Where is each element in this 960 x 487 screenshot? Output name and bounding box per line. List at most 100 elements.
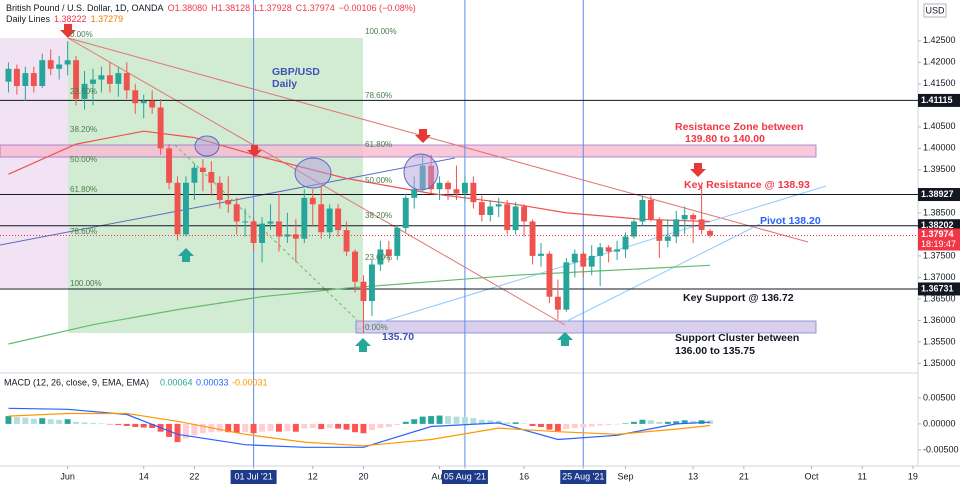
macd-bar — [73, 421, 80, 424]
macd-value: -0.00031 — [232, 377, 268, 387]
candle-body — [394, 227, 401, 256]
candle-body — [30, 73, 37, 87]
x-tick-label: Oct — [804, 471, 819, 481]
macd-bar — [140, 423, 147, 428]
macd-bar — [571, 423, 578, 429]
x-tick-label: 22 — [189, 471, 199, 481]
macd-bar — [445, 416, 451, 424]
macd-bar — [5, 416, 12, 424]
arrow-up — [557, 332, 573, 346]
x-tick-label: 16 — [519, 471, 529, 481]
candle-body — [656, 219, 663, 241]
indicator-value: 1.38222 — [54, 14, 87, 24]
candle-body — [292, 234, 299, 239]
fib-label: 61.80% — [70, 185, 97, 194]
candle-body — [56, 64, 63, 69]
macd-bar — [199, 423, 206, 434]
fib-label: 78.60% — [365, 91, 392, 100]
candle-body — [275, 221, 282, 237]
macd-line — [8, 407, 711, 448]
candle-body — [554, 296, 561, 310]
macd-bar — [538, 423, 544, 428]
candle-body — [157, 107, 164, 149]
candle-body — [208, 172, 215, 183]
y-tick-label: 1.37000 — [923, 272, 956, 282]
x-tick-label: Sep — [618, 471, 634, 481]
moving-average — [8, 130, 711, 223]
macd-bar — [478, 419, 485, 424]
y-tick-label: 0.00000 — [923, 418, 956, 428]
ohlc: O1.38080 — [167, 3, 208, 13]
candle-body — [225, 199, 232, 205]
macd-bar — [275, 423, 282, 432]
macd-bar — [647, 420, 654, 424]
y-tick-label: 1.39500 — [923, 164, 956, 174]
date-box — [441, 470, 488, 484]
candle-body — [233, 204, 240, 222]
macd-bar — [385, 423, 392, 428]
y-tick-label: 1.40000 — [923, 143, 956, 153]
y-tick-label: 1.42500 — [923, 35, 956, 45]
candle-body — [149, 101, 156, 108]
y-tick-label: 1.37500 — [923, 250, 956, 260]
annotation: Support Cluster between — [675, 332, 799, 344]
fib-label: 61.80% — [365, 140, 392, 149]
macd-bar — [115, 423, 122, 425]
macd-bar — [13, 417, 20, 424]
fib-label: 100.00% — [70, 279, 102, 288]
candle-body — [690, 215, 697, 220]
candle-body — [445, 182, 451, 190]
candle-body — [605, 247, 612, 252]
macd-bar — [64, 419, 71, 424]
x-tick-label: 21 — [739, 471, 749, 481]
legend: British Pound / U.S. Dollar, 1D, OANDA O1… — [6, 3, 420, 25]
candle-body — [47, 60, 54, 69]
candle-body — [174, 182, 181, 235]
macd-bar — [529, 423, 536, 426]
macd-bar — [656, 421, 663, 424]
macd-bar — [123, 423, 130, 426]
x-tick-label: 01 Jul '21 — [234, 471, 272, 481]
candle-body — [614, 249, 621, 252]
candle-body — [402, 197, 409, 228]
x-tick-label: 14 — [139, 471, 149, 481]
annotation: 139.80 to 140.00 — [685, 133, 765, 145]
macd-bar — [335, 423, 342, 429]
y-tick-label: 1.36000 — [923, 315, 956, 325]
candle-body — [191, 167, 198, 183]
candle-body — [335, 208, 342, 231]
x-tick-label: 12 — [308, 471, 318, 481]
macd-bar — [56, 419, 63, 424]
countdown: 18:19:47 — [921, 239, 956, 249]
y-tick-label: 1.42000 — [923, 57, 956, 67]
highlight — [194, 135, 220, 157]
macd-bar — [597, 423, 604, 426]
y-tick-label: 1.38500 — [923, 207, 956, 217]
candle-body — [588, 255, 595, 267]
price-label-box — [918, 282, 960, 296]
candle-body — [597, 247, 604, 256]
candle-body — [487, 206, 494, 216]
fib-label: 78.60% — [70, 227, 97, 236]
candle-body — [242, 221, 249, 223]
macd-bar — [605, 423, 612, 425]
indicator-label: Daily Lines — [6, 14, 51, 24]
annotation: Daily — [272, 78, 297, 90]
macd-bar — [394, 423, 401, 425]
series-layer — [0, 0, 918, 466]
currency-box — [923, 3, 947, 18]
candle-body — [622, 236, 629, 250]
candle-body — [39, 60, 46, 87]
candle-body — [115, 73, 122, 84]
fib-label: 100.00% — [365, 27, 397, 36]
fib-label: 50.00% — [70, 155, 97, 164]
candle-body — [343, 230, 350, 252]
macd-bar — [631, 421, 637, 424]
candle-body — [166, 148, 173, 183]
macd-value: 0.00033 — [196, 377, 229, 387]
candle-body — [681, 215, 688, 220]
last-price-box — [918, 228, 960, 251]
candle-body — [698, 219, 705, 231]
